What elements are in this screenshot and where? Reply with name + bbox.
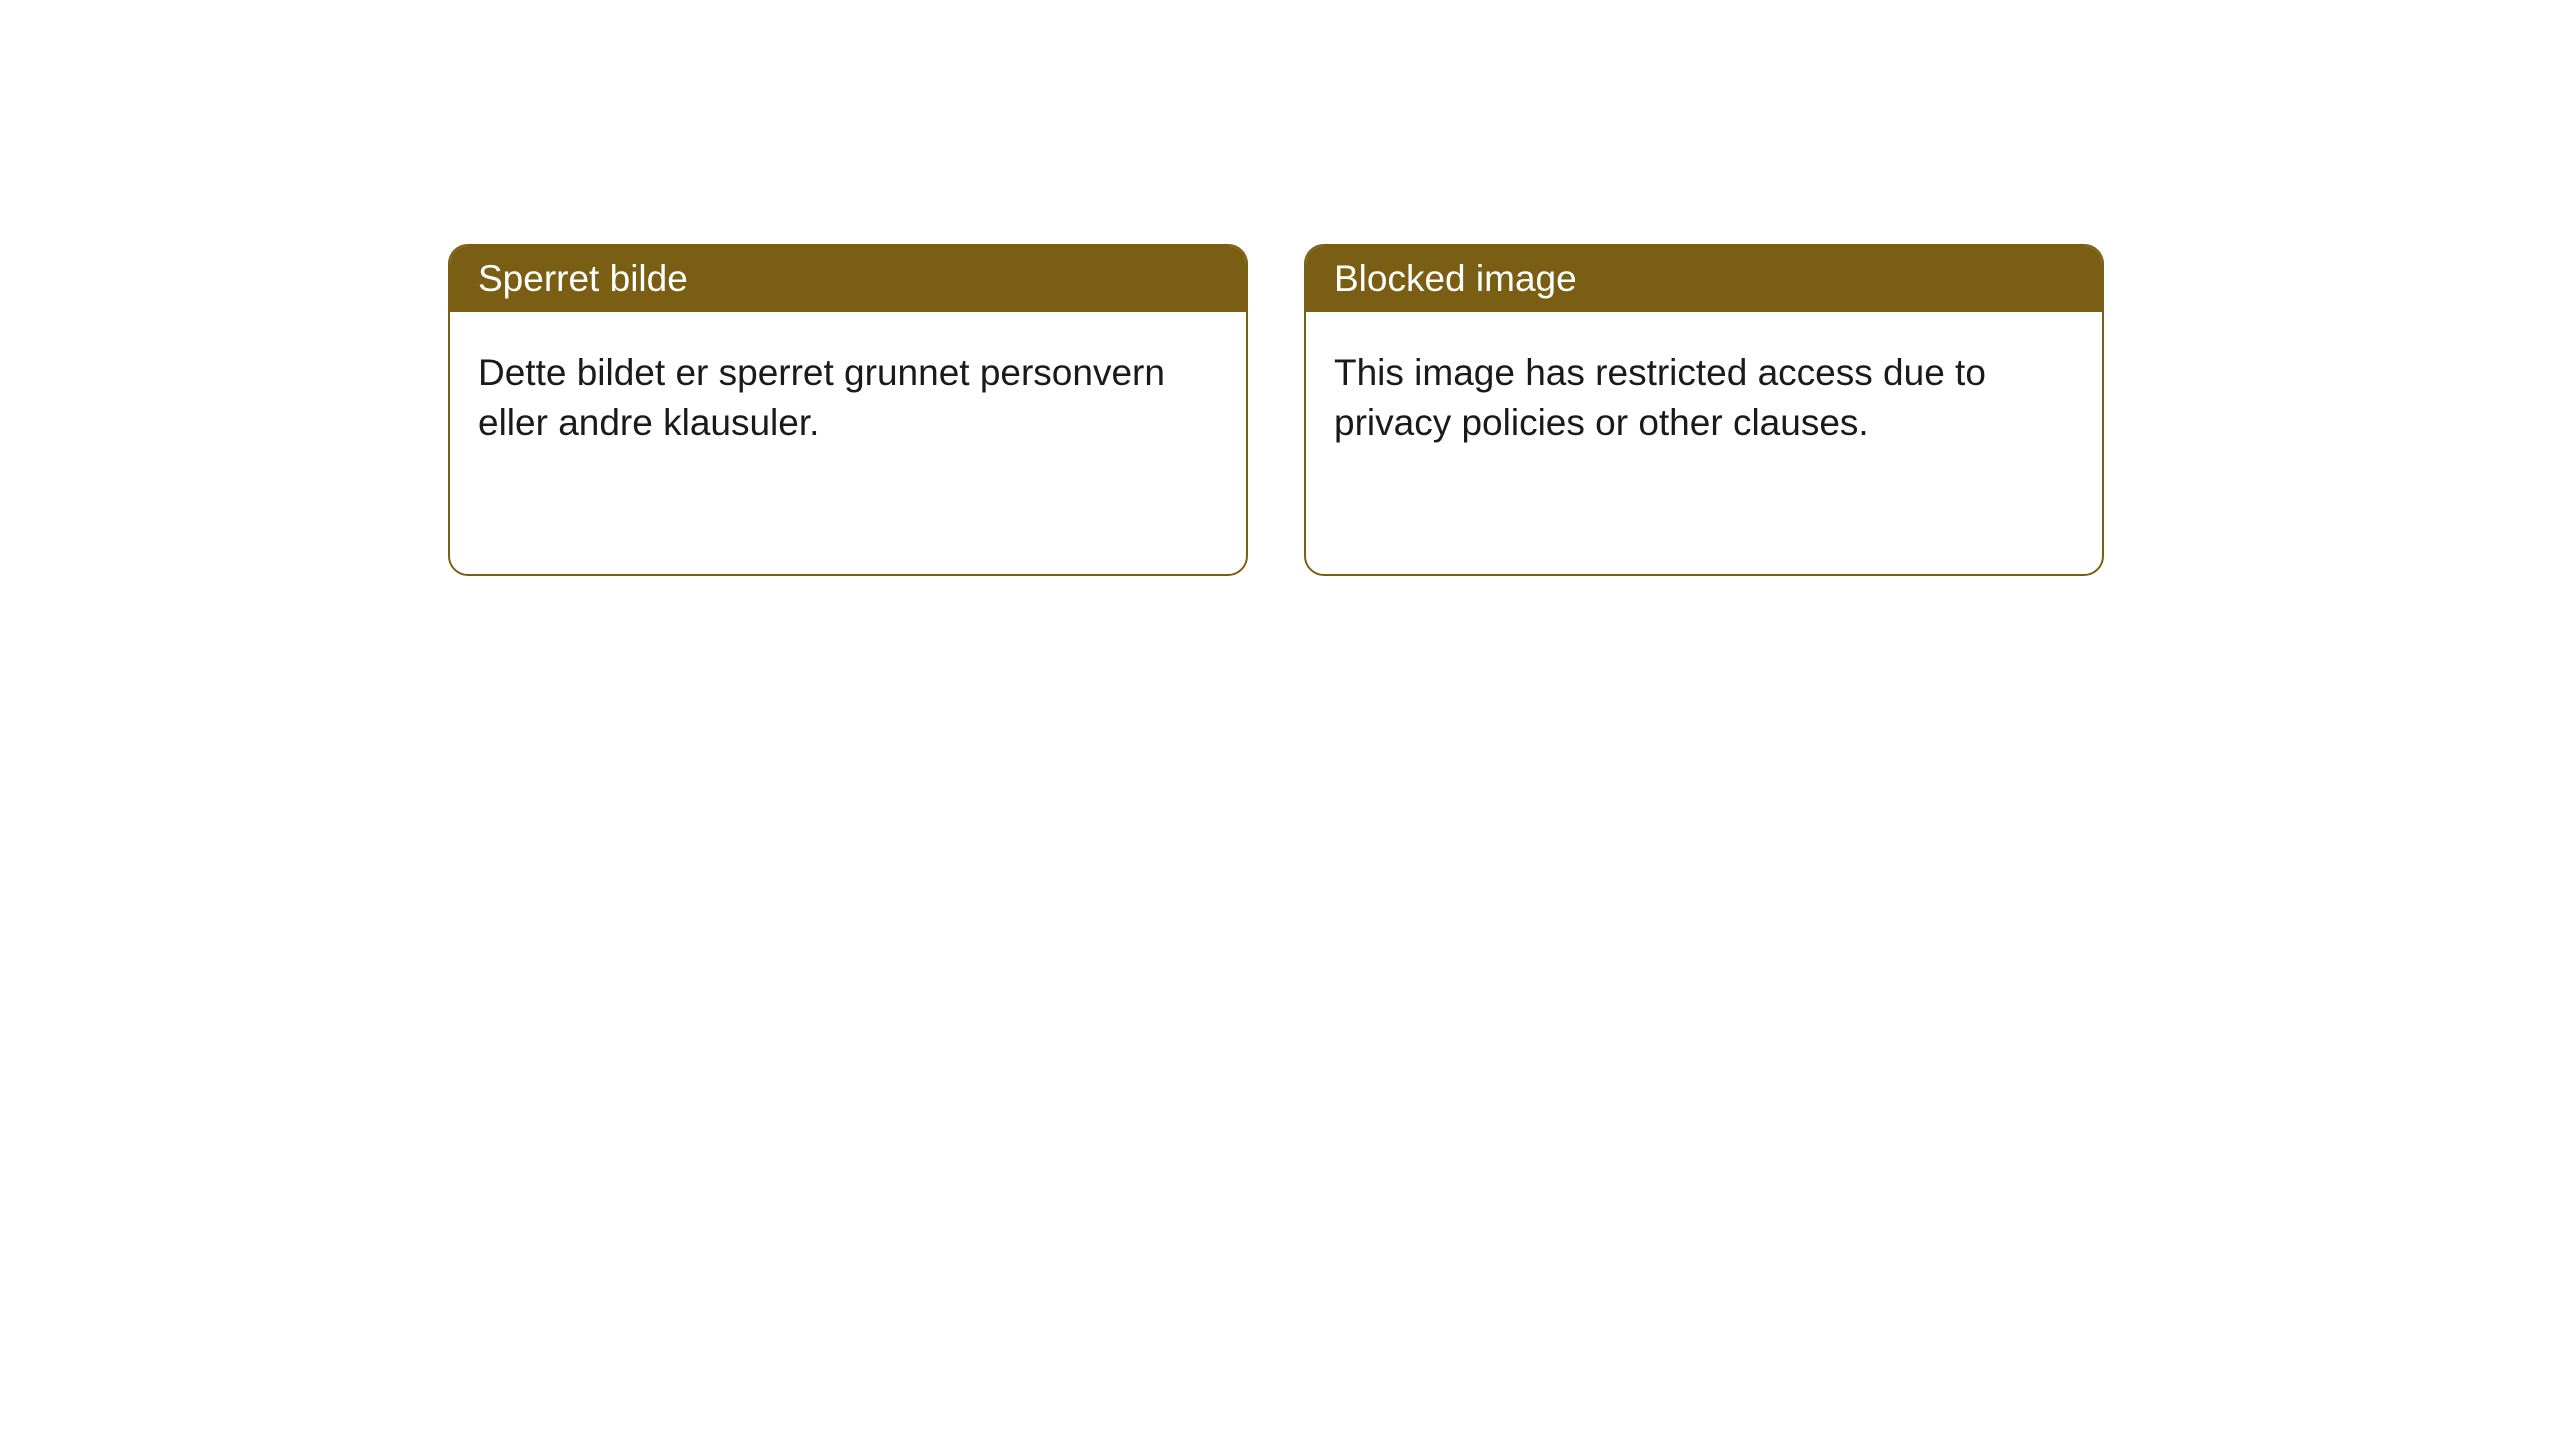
- card-title: Sperret bilde: [478, 258, 688, 299]
- notice-card-norwegian: Sperret bilde Dette bildet er sperret gr…: [448, 244, 1248, 576]
- card-body: Dette bildet er sperret grunnet personve…: [450, 312, 1246, 476]
- card-body: This image has restricted access due to …: [1306, 312, 2102, 476]
- card-header: Blocked image: [1306, 246, 2102, 312]
- card-header: Sperret bilde: [450, 246, 1246, 312]
- notice-card-english: Blocked image This image has restricted …: [1304, 244, 2104, 576]
- card-title: Blocked image: [1334, 258, 1577, 299]
- notice-container: Sperret bilde Dette bildet er sperret gr…: [0, 0, 2560, 576]
- card-body-text: Dette bildet er sperret grunnet personve…: [478, 352, 1165, 443]
- card-body-text: This image has restricted access due to …: [1334, 352, 1986, 443]
